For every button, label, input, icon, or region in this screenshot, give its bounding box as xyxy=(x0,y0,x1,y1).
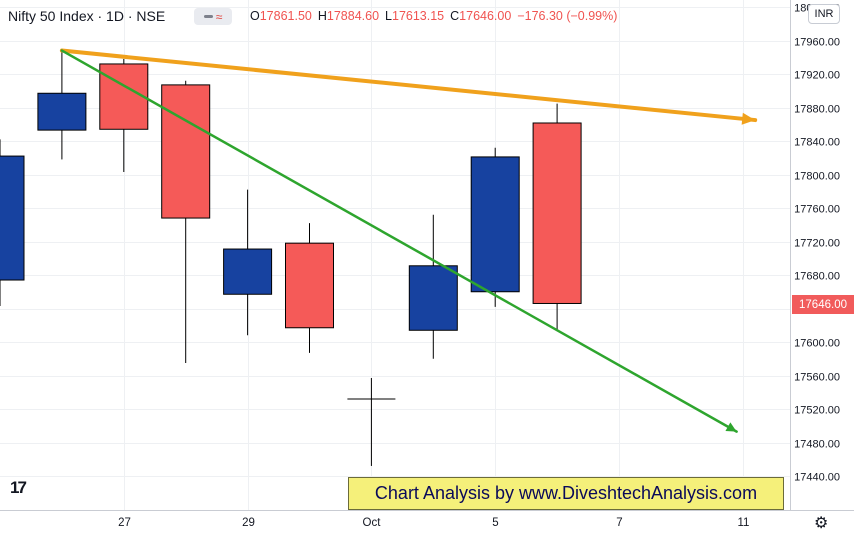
ohlc-open-value: 17861.50 xyxy=(259,9,312,23)
trendline-orange xyxy=(59,48,758,123)
y-tick-label: 17560.00 xyxy=(794,372,840,384)
time-axis[interactable]: 27 29 Oct 5 7 11 xyxy=(118,517,749,529)
candle xyxy=(161,80,211,363)
candle-body-down xyxy=(161,84,211,219)
candle xyxy=(223,189,273,336)
candle xyxy=(470,147,520,307)
watermark-banner: Chart Analysis by www.DiveshtechAnalysis… xyxy=(348,477,784,510)
y-tick-label: 17440.00 xyxy=(794,472,840,484)
y-tick-label: 17960.00 xyxy=(794,37,840,49)
candle xyxy=(532,103,582,331)
currency-selector[interactable]: INR xyxy=(808,4,840,24)
y-tick-label: 17800.00 xyxy=(794,171,840,183)
y-tick-label: 17680.00 xyxy=(794,271,840,283)
tradingview-logo-icon[interactable]: 17 xyxy=(10,478,27,497)
x-tick-label: 5 xyxy=(492,517,498,529)
candle-body-down xyxy=(285,242,334,329)
trendline-drawings[interactable] xyxy=(59,48,758,433)
ohlc-open-key: O xyxy=(250,9,260,23)
y-tick-label: 17480.00 xyxy=(794,439,840,451)
ohlc-close-key: C xyxy=(450,9,460,23)
candle xyxy=(37,50,87,160)
x-tick-label: 29 xyxy=(242,517,255,529)
chart-grid xyxy=(0,0,790,510)
candle-body-up xyxy=(223,248,273,295)
indicator-toggle-pill[interactable]: ≈ xyxy=(194,8,232,25)
ohlc-high-value: 17884.60 xyxy=(326,9,380,23)
candle xyxy=(408,214,458,359)
candle-body-up xyxy=(37,92,87,131)
candle xyxy=(99,58,149,172)
candle-body-up xyxy=(0,155,25,281)
candle xyxy=(285,223,334,353)
x-tick-label: Oct xyxy=(363,517,382,529)
y-tick-label: 17720.00 xyxy=(794,238,840,250)
ohlc-close-value: 17646.00 xyxy=(459,9,512,23)
candle-body-down xyxy=(532,122,582,304)
settings-gear-icon[interactable]: ⚙ xyxy=(814,515,829,532)
y-tick-label: 17840.00 xyxy=(794,137,840,149)
y-tick-label: 17520.00 xyxy=(794,405,840,417)
x-tick-label: 7 xyxy=(616,517,622,529)
ohlc-change-value: −176.30 (−0.99%) xyxy=(517,9,618,23)
last-price-label: 17646.00 xyxy=(792,295,854,314)
trendline-green-arrowhead xyxy=(725,422,737,432)
minus-icon xyxy=(203,15,213,18)
price-axis[interactable]: 18000.0017960.0017920.0017880.0017840.00… xyxy=(794,3,840,484)
candlestick-series xyxy=(0,50,582,466)
ohlc-readout: O17861.50 H17884.60 L17613.15 C17646.00 −176… xyxy=(250,9,623,23)
candle xyxy=(347,378,396,466)
candle xyxy=(0,139,25,306)
trendline-orange-arrowhead xyxy=(741,112,756,125)
y-tick-label: 17760.00 xyxy=(794,204,840,216)
y-tick-label: 17600.00 xyxy=(794,338,840,350)
wave-icon: ≈ xyxy=(215,9,223,24)
ohlc-low-value: 17613.15 xyxy=(392,9,445,23)
x-tick-label: 11 xyxy=(738,517,750,529)
trendline-green xyxy=(60,49,738,433)
ohlc-low-key: L xyxy=(385,9,392,23)
ohlc-high-key: H xyxy=(317,9,327,23)
candle-body-down xyxy=(99,63,149,130)
y-tick-label: 17880.00 xyxy=(794,104,840,116)
candle-body-up xyxy=(470,156,520,293)
symbol-title[interactable]: Nifty 50 Index · 1D · NSE xyxy=(8,8,166,24)
y-tick-label: 17920.00 xyxy=(794,70,840,82)
candle-body-up xyxy=(408,265,458,331)
x-tick-label: 27 xyxy=(118,517,131,529)
